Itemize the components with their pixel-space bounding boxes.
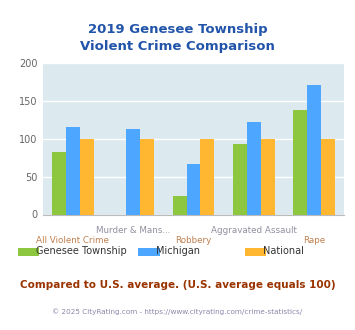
Text: Robbery: Robbery: [175, 236, 212, 245]
Text: Genesee Township: Genesee Township: [36, 246, 126, 256]
Bar: [321, 139, 335, 214]
Bar: [233, 144, 247, 214]
Text: 2019 Genesee Township
Violent Crime Comparison: 2019 Genesee Township Violent Crime Comp…: [80, 23, 275, 53]
Bar: [140, 139, 154, 214]
Bar: [52, 152, 66, 214]
Text: Compared to U.S. average. (U.S. average equals 100): Compared to U.S. average. (U.S. average …: [20, 280, 335, 290]
Bar: [126, 129, 140, 214]
Bar: [186, 164, 201, 214]
Bar: [293, 110, 307, 214]
Bar: [66, 127, 80, 214]
Text: © 2025 CityRating.com - https://www.cityrating.com/crime-statistics/: © 2025 CityRating.com - https://www.city…: [53, 309, 302, 315]
Text: Rape: Rape: [303, 236, 325, 245]
Text: National: National: [263, 246, 304, 256]
Bar: [173, 195, 186, 214]
Text: Murder & Mans...: Murder & Mans...: [96, 226, 170, 235]
Text: Michigan: Michigan: [156, 246, 200, 256]
Text: Aggravated Assault: Aggravated Assault: [211, 226, 297, 235]
Bar: [247, 122, 261, 214]
Bar: [201, 139, 214, 214]
Bar: [80, 139, 94, 214]
Bar: [261, 139, 275, 214]
Bar: [307, 85, 321, 214]
Text: All Violent Crime: All Violent Crime: [36, 236, 109, 245]
